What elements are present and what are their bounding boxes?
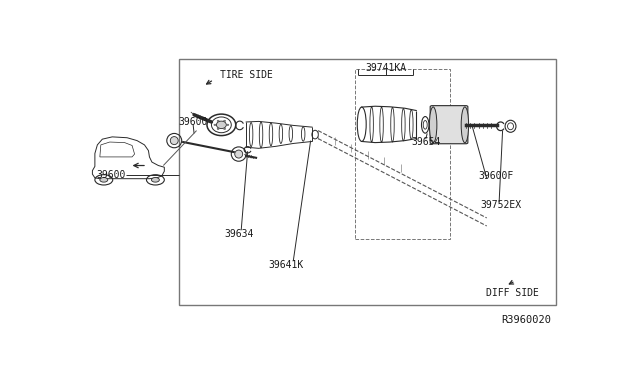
Ellipse shape [217,120,219,122]
Ellipse shape [170,137,178,145]
Ellipse shape [223,120,225,122]
Text: 39600: 39600 [97,170,126,180]
Ellipse shape [235,150,243,158]
Text: 39634: 39634 [224,229,253,239]
Text: 39600F: 39600F [478,171,513,182]
Ellipse shape [152,177,159,182]
Text: DIFF SIDE: DIFF SIDE [486,288,539,298]
Ellipse shape [100,177,108,182]
Ellipse shape [461,107,468,143]
Ellipse shape [227,124,229,126]
Ellipse shape [429,107,437,143]
FancyBboxPatch shape [430,106,468,144]
Bar [179,59,556,305]
Text: 39600: 39600 [179,117,208,127]
Text: 39654: 39654 [411,137,440,147]
Text: 39752EX: 39752EX [480,200,521,210]
Ellipse shape [214,124,216,126]
Text: TIRE SIDE: TIRE SIDE [220,70,273,80]
Bar [355,69,449,240]
Text: R3960020: R3960020 [501,315,552,325]
Ellipse shape [223,128,225,129]
Ellipse shape [217,128,219,129]
Ellipse shape [216,121,227,129]
Text: 39641K: 39641K [268,260,303,270]
Text: 39741KA: 39741KA [365,62,406,73]
